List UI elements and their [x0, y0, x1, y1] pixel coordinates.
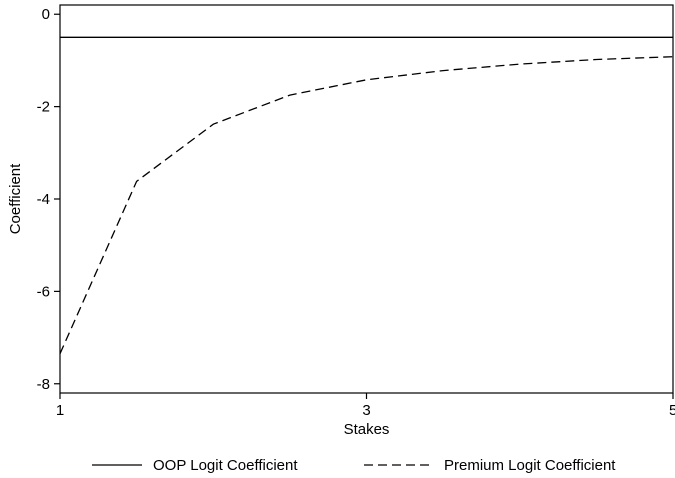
x-tick-label: 1 — [56, 402, 64, 419]
y-tick-label: 0 — [42, 6, 50, 23]
legend-label-premium: Premium Logit Coefficient — [444, 457, 616, 474]
chart-legend: OOP Logit Coefficient Premium Logit Coef… — [92, 457, 616, 474]
x-axis-title: Stakes — [344, 421, 390, 438]
y-tick-label: -6 — [37, 283, 50, 300]
chart-axes: 0 -2 -4 -6 -8 1 3 5 — [37, 4, 675, 419]
x-tick-label: 3 — [362, 402, 370, 419]
y-tick-label: -4 — [37, 191, 50, 208]
y-tick-label: -2 — [37, 99, 50, 116]
y-axis-title: Coefficient — [7, 163, 24, 234]
chart-series — [59, 36, 674, 354]
plot-frame — [59, 4, 674, 394]
legend-label-oop: OOP Logit Coefficient — [153, 457, 298, 474]
x-tick-label: 5 — [669, 402, 675, 419]
y-tick-label: -8 — [37, 376, 50, 393]
series-line-premium — [59, 56, 674, 354]
